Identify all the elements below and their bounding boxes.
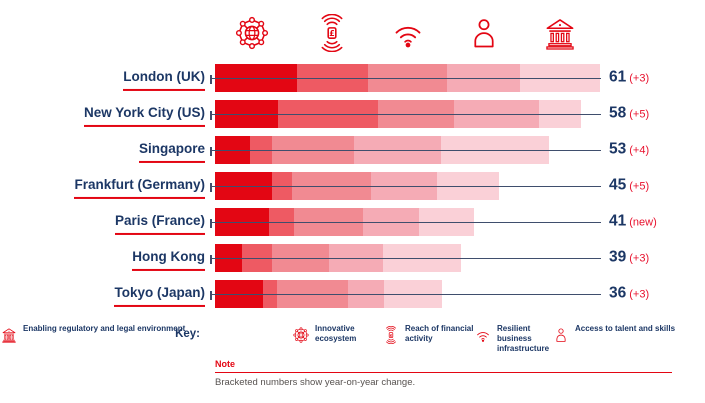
row-leader-line (210, 182, 601, 192)
chart-row: New York City (US) 58 (+5) (0, 96, 705, 132)
row-change: (new) (629, 216, 657, 229)
row-score: 58 (609, 104, 627, 122)
chart-row: Paris (France) 41 (new) (0, 204, 705, 240)
row-change: (+3) (629, 288, 650, 301)
key-entry-label: Access to talent and skills (575, 324, 676, 333)
row-value: 45 (+5) (609, 177, 649, 195)
key-entry: Reach of financial activity (382, 324, 485, 344)
note-block: Note Bracketed numbers show year-on-year… (215, 359, 672, 388)
network-icon (233, 14, 271, 52)
row-leader-line (210, 218, 601, 228)
person-icon (552, 326, 570, 344)
person-icon (465, 14, 503, 52)
chart-row: Singapore 53 (+4) (0, 132, 705, 168)
row-change: (+5) (629, 180, 650, 193)
bank-icon (541, 14, 579, 52)
chart-row: London (UK) 61 (+3) (0, 60, 705, 96)
row-value: 58 (+5) (609, 105, 649, 123)
row-score: 41 (609, 212, 627, 230)
row-leader-line (210, 146, 601, 156)
row-score: 39 (609, 248, 627, 266)
row-leader-line (210, 290, 601, 300)
category-icon-header (0, 14, 705, 56)
row-label: Paris (France) (114, 213, 205, 236)
wifi-icon (474, 326, 492, 344)
row-change: (+3) (629, 72, 650, 85)
key-entry: Innovative ecosystem (292, 324, 387, 344)
chart-rows: London (UK) 61 (+3) New York City (US) 58… (0, 60, 705, 312)
row-leader-line (210, 74, 601, 84)
row-leader-line (210, 254, 601, 264)
key-entry: Access to talent and skills (552, 324, 685, 344)
transmitter-icon (382, 326, 400, 344)
key-label: Key: (175, 328, 200, 340)
row-value: 53 (+4) (609, 141, 649, 159)
note-text: Bracketed numbers show year-on-year chan… (215, 377, 416, 388)
key-entry-label: Resilient business infrastructure (497, 324, 550, 353)
key-entry-label: Reach of financial activity (405, 324, 474, 343)
row-value: 36 (+3) (609, 285, 649, 303)
chart-row: Hong Kong 39 (+3) (0, 240, 705, 276)
key-entry-label: Innovative ecosystem (315, 324, 357, 343)
network-icon (292, 326, 310, 344)
row-value: 61 (+3) (609, 69, 649, 87)
wifi-icon (389, 14, 427, 52)
row-score: 45 (609, 176, 627, 194)
row-label: Singapore (138, 141, 205, 164)
row-change: (+3) (629, 252, 650, 265)
row-label: New York City (US) (83, 105, 205, 128)
row-change: (+5) (629, 108, 650, 121)
legend: Key: Innovative ecosystem Reach of financ… (0, 322, 705, 356)
bank-icon (0, 326, 18, 344)
key-entry-label: Enabling regulatory and legal environmen… (23, 324, 186, 333)
key-entry: Resilient business infrastructure (474, 324, 567, 354)
row-leader-line (210, 110, 601, 120)
note-divider (215, 372, 672, 373)
chart-row: Tokyo (Japan) 36 (+3) (0, 276, 705, 312)
row-score: 53 (609, 140, 627, 158)
row-value: 39 (+3) (609, 249, 649, 267)
note-title: Note (215, 359, 235, 369)
row-label: Frankfurt (Germany) (74, 177, 205, 200)
row-label: London (UK) (123, 69, 205, 92)
row-value: 41 (new) (609, 213, 657, 231)
row-score: 36 (609, 284, 627, 302)
row-change: (+4) (629, 144, 650, 157)
row-score: 61 (609, 68, 627, 86)
row-label: Hong Kong (132, 249, 205, 272)
transmitter-icon (313, 14, 351, 52)
row-label: Tokyo (Japan) (114, 285, 205, 308)
chart-row: Frankfurt (Germany) 45 (+5) (0, 168, 705, 204)
key-entry: Enabling regulatory and legal environmen… (0, 324, 185, 344)
